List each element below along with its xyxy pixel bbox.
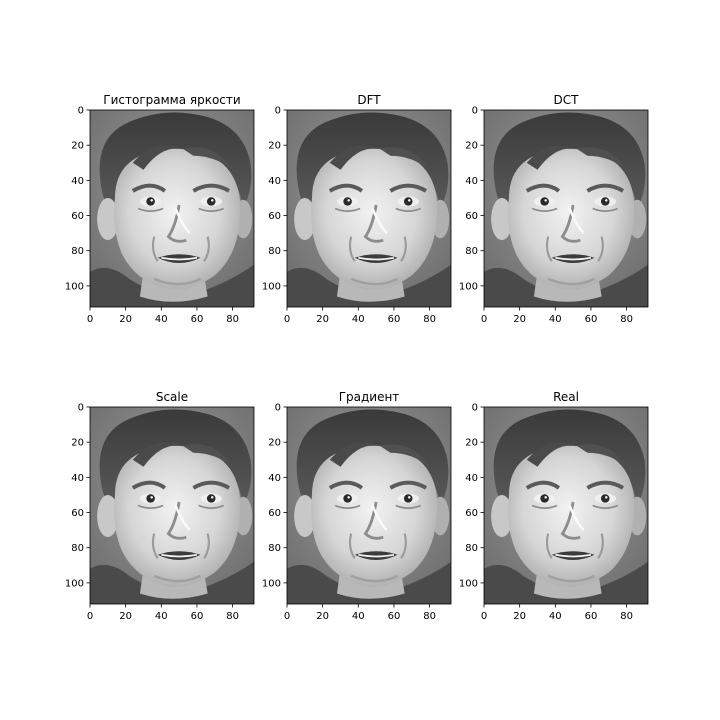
face-image [287,110,451,307]
y-tick-label: 20 [268,438,281,449]
x-tick-label: 20 [119,611,132,622]
y-tick-label: 60 [268,211,281,222]
face-image [484,407,648,604]
y-tick-label: 60 [465,508,478,519]
image-panel: Градиент 0 20 40 60 80 100 0 20 40 60 80 [262,390,451,622]
face-image [90,110,254,307]
y-tick-label: 100 [262,578,281,589]
y-tick-label: 100 [65,578,84,589]
x-tick-label: 0 [284,314,290,325]
y-tick-label: 40 [465,473,478,484]
x-tick-label: 60 [191,611,204,622]
y-tick-label: 100 [262,281,281,292]
x-tick-label: 20 [513,611,526,622]
x-tick-label: 40 [549,611,562,622]
x-tick-label: 40 [352,314,365,325]
x-tick-label: 80 [226,314,239,325]
y-tick-label: 20 [71,438,84,449]
y-tick-label: 0 [275,106,281,117]
y-tick-label: 40 [71,473,84,484]
y-tick-label: 60 [268,508,281,519]
x-tick-label: 20 [316,314,329,325]
y-tick-label: 0 [78,106,84,117]
y-tick-label: 80 [268,543,281,554]
x-tick-label: 40 [549,314,562,325]
image-panel: Scale 0 20 40 60 80 100 0 20 40 60 80 [65,390,254,622]
x-tick-label: 60 [585,314,598,325]
y-tick-label: 0 [78,403,84,414]
y-tick-label: 40 [71,176,84,187]
y-tick-label: 20 [465,141,478,152]
y-tick-label: 80 [268,246,281,257]
x-tick-label: 0 [87,611,93,622]
y-tick-label: 100 [65,281,84,292]
panels-group: Гистограмма яркости 0 20 40 60 80 100 0 20 40 60 80… [65,93,648,622]
panel-title: Scale [156,390,188,404]
y-tick-label: 80 [71,246,84,257]
x-tick-label: 80 [423,314,436,325]
y-tick-label: 80 [465,543,478,554]
panel-title: DFT [357,93,381,107]
x-tick-label: 0 [481,314,487,325]
x-tick-label: 0 [87,314,93,325]
y-tick-label: 20 [268,141,281,152]
y-tick-label: 20 [465,438,478,449]
face-image [90,407,254,604]
y-tick-label: 80 [71,543,84,554]
x-tick-label: 80 [620,611,633,622]
image-panel: DFT 0 20 40 60 80 100 0 20 40 60 80 [262,93,451,325]
y-tick-label: 20 [71,141,84,152]
y-tick-label: 100 [459,281,478,292]
face-image [484,110,648,307]
x-tick-label: 20 [316,611,329,622]
face-image [287,407,451,604]
panel-title: Градиент [339,390,400,404]
x-tick-label: 40 [352,611,365,622]
image-panel: DCT 0 20 40 60 80 100 0 20 40 60 80 [459,93,648,325]
x-tick-label: 60 [388,314,401,325]
x-tick-label: 40 [155,314,168,325]
image-panel: Real 0 20 40 60 80 100 0 20 40 60 80 [459,390,648,622]
x-tick-label: 40 [155,611,168,622]
y-tick-label: 0 [472,106,478,117]
x-tick-label: 60 [388,611,401,622]
x-tick-label: 20 [513,314,526,325]
panel-title: Real [553,390,579,404]
y-tick-label: 0 [275,403,281,414]
x-tick-label: 20 [119,314,132,325]
x-tick-label: 0 [284,611,290,622]
x-tick-label: 60 [191,314,204,325]
y-tick-label: 60 [465,211,478,222]
x-tick-label: 80 [423,611,436,622]
y-tick-label: 40 [465,176,478,187]
y-tick-label: 60 [71,508,84,519]
y-tick-label: 40 [268,176,281,187]
y-tick-label: 60 [71,211,84,222]
panel-title: DCT [554,93,580,107]
x-tick-label: 80 [620,314,633,325]
y-tick-label: 0 [472,403,478,414]
panel-title: Гистограмма яркости [103,93,240,107]
x-tick-label: 80 [226,611,239,622]
image-panel: Гистограмма яркости 0 20 40 60 80 100 0 20 40 60 80 [65,93,254,325]
y-tick-label: 40 [268,473,281,484]
y-tick-label: 80 [465,246,478,257]
y-tick-label: 100 [459,578,478,589]
x-tick-label: 60 [585,611,598,622]
x-tick-label: 0 [481,611,487,622]
